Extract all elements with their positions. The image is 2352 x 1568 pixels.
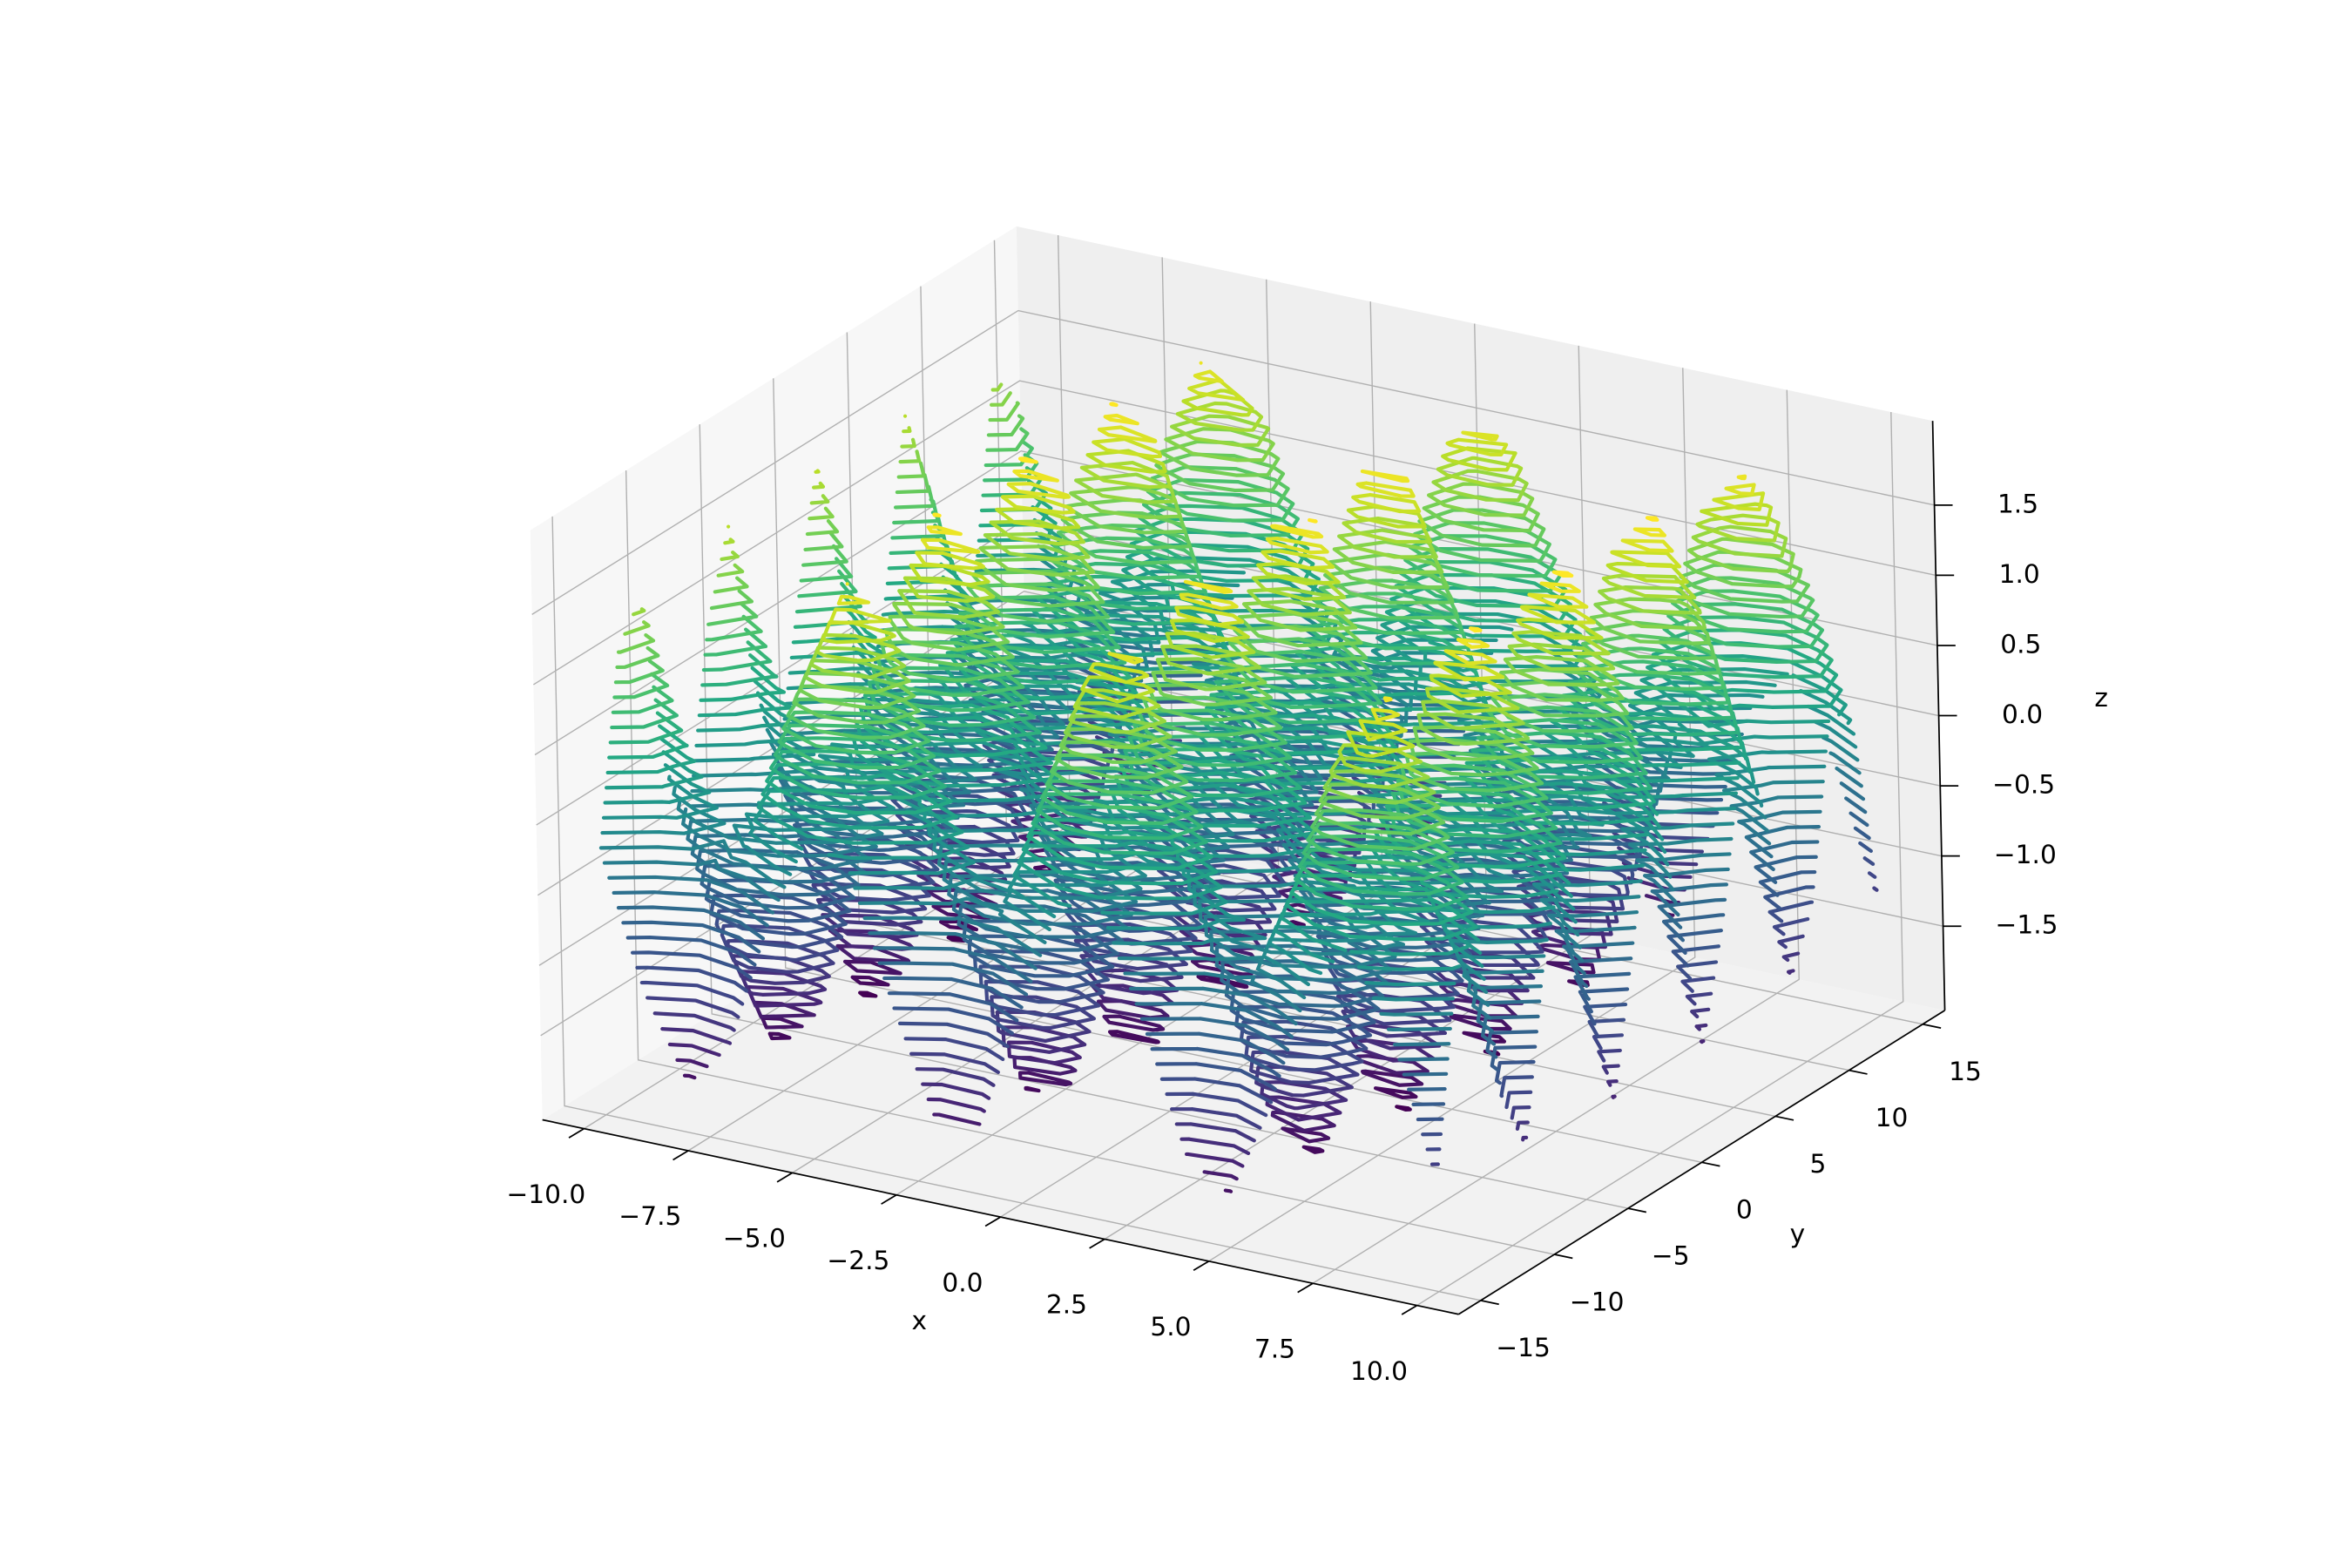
tick-mark <box>881 1193 897 1205</box>
tick-mark <box>1923 1023 1942 1029</box>
tick-mark <box>568 1127 585 1139</box>
z-axis-line <box>1931 421 1946 1010</box>
tick-label: −0.5 <box>1992 769 2055 800</box>
tick-mark <box>1480 1300 1499 1306</box>
tick-mark <box>1627 1207 1647 1213</box>
tick-mark <box>1297 1282 1314 1294</box>
tick-label: −7.5 <box>618 1200 681 1231</box>
tick-label: −15 <box>1496 1332 1551 1362</box>
tick-mark <box>672 1150 689 1161</box>
tick-mark <box>1701 1161 1720 1167</box>
tick-label: 1.0 <box>1999 558 2040 589</box>
tick-label: 7.5 <box>1254 1333 1295 1363</box>
tick-label: 0.0 <box>2002 699 2043 729</box>
y-axis-label: y <box>1790 1219 1806 1249</box>
contour-line <box>836 369 1756 722</box>
tick-mark <box>1848 1069 1868 1075</box>
tick-label: −1.0 <box>1994 839 2057 869</box>
grid-line <box>531 309 1935 615</box>
tick-label: −5 <box>1652 1240 1690 1270</box>
contour-line <box>767 864 1590 1154</box>
tick-label: 0.5 <box>2000 628 2041 659</box>
tick-label: −10.0 <box>506 1179 585 1209</box>
grid-line <box>1416 411 1904 1307</box>
tick-mark <box>1401 1304 1418 1315</box>
tick-label: 15 <box>1949 1056 1982 1086</box>
grid-line <box>584 235 1071 1130</box>
tick-label: −5.0 <box>723 1223 786 1254</box>
grid-line <box>533 380 1936 686</box>
contour-line <box>727 389 1774 758</box>
contour-line <box>612 440 1820 866</box>
tick-label: −1.5 <box>1996 909 2058 940</box>
z-axis-label: z <box>2094 682 2108 713</box>
tick-label: 5.0 <box>1150 1311 1191 1342</box>
tick-label: 0 <box>1736 1194 1753 1225</box>
grid-line <box>534 449 1938 756</box>
tick-label: −10 <box>1570 1286 1625 1316</box>
contour-line <box>828 378 1766 742</box>
grid-line <box>773 378 1702 1163</box>
contour-line <box>845 361 1747 703</box>
tick-label: −2.5 <box>827 1245 889 1275</box>
tick-mark <box>1193 1260 1210 1272</box>
tick-label: 1.5 <box>1997 488 2038 518</box>
tick-label: 5 <box>1809 1148 1826 1179</box>
x-axis-label: x <box>911 1305 927 1335</box>
tick-mark <box>984 1216 1001 1227</box>
grid-line <box>551 516 1481 1301</box>
tick-mark <box>1774 1115 1794 1121</box>
grid-line <box>699 424 1629 1209</box>
tick-label: 0.0 <box>942 1267 983 1297</box>
tick-label: 10.0 <box>1350 1355 1408 1386</box>
tick-label: 10 <box>1876 1102 1909 1132</box>
tick-mark <box>776 1172 793 1183</box>
tick-mark <box>1554 1254 1573 1260</box>
contour-line <box>632 382 1788 789</box>
contour-line <box>932 402 1659 633</box>
tick-mark <box>1089 1238 1105 1249</box>
tick-label: 2.5 <box>1046 1289 1087 1320</box>
x-axis-line <box>542 1119 1459 1315</box>
y-axis-line <box>1457 1010 1946 1315</box>
